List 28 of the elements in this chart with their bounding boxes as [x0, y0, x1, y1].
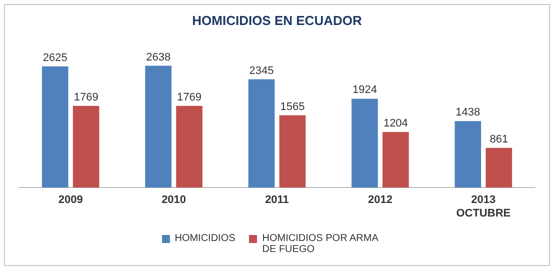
x-tick-label: 2010 [162, 194, 186, 206]
legend-label: HOMICIDIOS [174, 233, 236, 244]
bar [248, 79, 275, 188]
x-tick-label: 2012 [368, 194, 392, 206]
bar [279, 115, 306, 188]
bar [72, 106, 100, 188]
data-label: 1769 [177, 91, 202, 104]
legend-label: HOMICIDIOS POR ARMA DE FUEGO [262, 233, 380, 255]
bar [352, 98, 378, 188]
data-label: 1204 [383, 118, 408, 130]
bar [486, 148, 512, 188]
bar [176, 106, 202, 188]
data-label: 1565 [280, 100, 305, 113]
x-tick-label: 2009 [58, 194, 83, 206]
data-label: 2345 [249, 64, 274, 77]
data-label: 861 [490, 133, 508, 146]
bar [145, 66, 172, 188]
bar [42, 66, 68, 188]
bar [382, 132, 409, 188]
x-tick-label: 2013 OCTUBRE [456, 194, 511, 220]
bar [454, 121, 482, 188]
data-label: 1924 [352, 84, 377, 96]
chart-title: HOMICIDIOS EN ECUADOR [191, 13, 363, 28]
data-label: 2638 [146, 51, 171, 64]
x-tick-label: 2011 [265, 194, 289, 206]
data-label: 1438 [456, 106, 480, 119]
data-label: 1769 [74, 91, 98, 104]
data-label: 2625 [42, 52, 68, 64]
